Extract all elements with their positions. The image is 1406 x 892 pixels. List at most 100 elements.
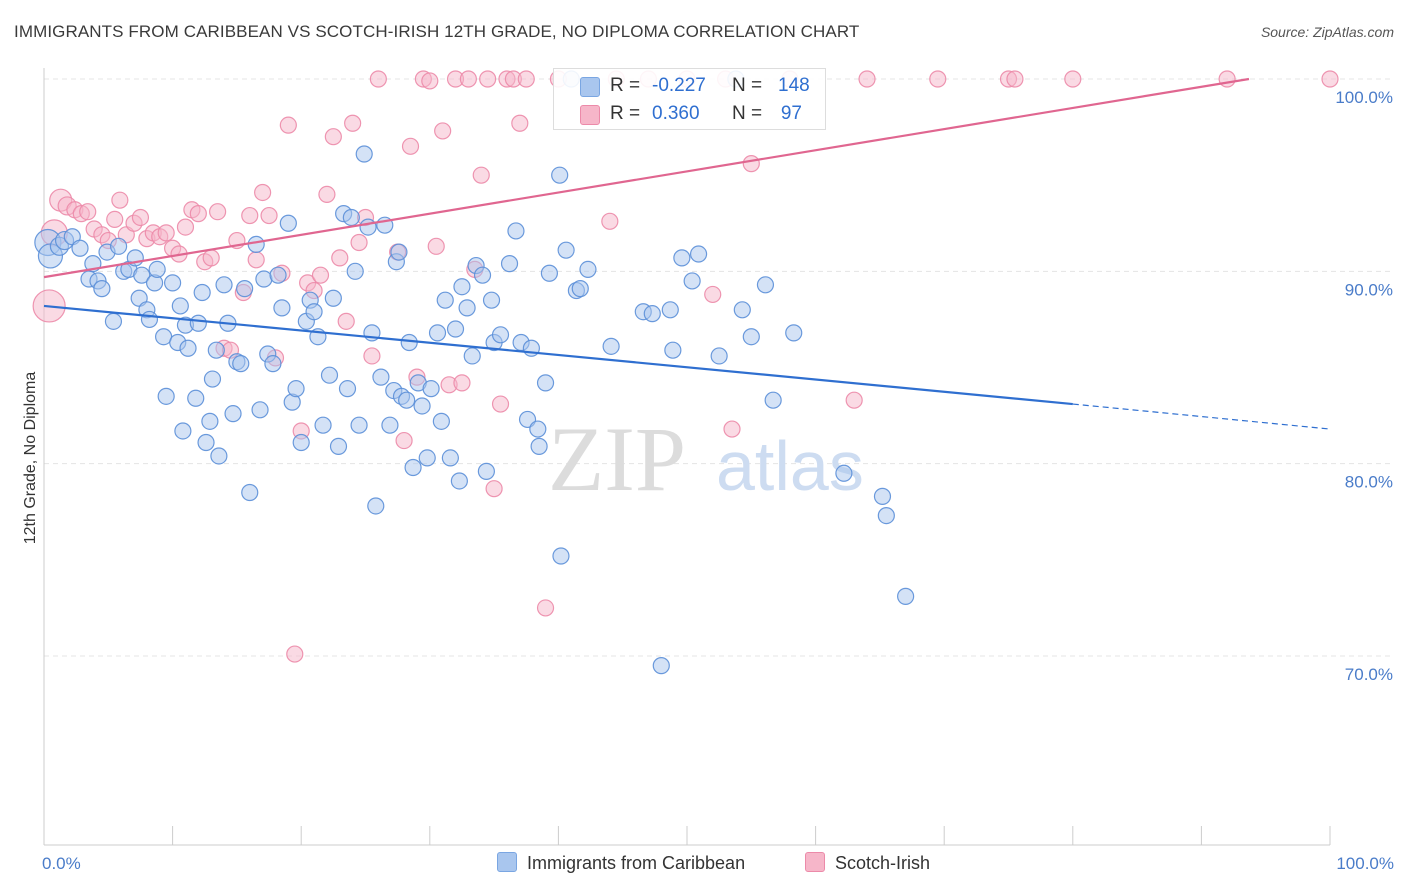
legend-n-label: N = bbox=[732, 75, 763, 96]
point-immigrants-from-caribbean bbox=[314, 416, 332, 434]
point-immigrants-from-caribbean bbox=[287, 380, 305, 398]
point-immigrants-from-caribbean bbox=[324, 289, 342, 307]
legend-n-value: 148 bbox=[778, 75, 810, 96]
point-scotch-irish bbox=[350, 233, 368, 252]
point-scotch-irish bbox=[485, 480, 503, 498]
point-immigrants-from-caribbean bbox=[529, 420, 547, 438]
point-scotch-irish bbox=[723, 420, 741, 438]
point-immigrants-from-caribbean bbox=[602, 337, 620, 355]
point-immigrants-from-caribbean bbox=[207, 341, 225, 359]
point-scotch-irish bbox=[202, 249, 220, 267]
point-immigrants-from-caribbean bbox=[346, 262, 364, 280]
point-scotch-irish bbox=[189, 205, 207, 223]
point-scotch-irish bbox=[176, 218, 195, 236]
point-immigrants-from-caribbean bbox=[359, 218, 377, 236]
legend-r-value: 0.360 bbox=[652, 103, 700, 124]
point-scotch-irish bbox=[845, 391, 863, 409]
x-tick-label: 0.0% bbox=[42, 854, 81, 873]
chart-title: IMMIGRANTS FROM CARIBBEAN VS SCOTCH-IRIS… bbox=[14, 22, 860, 41]
point-immigrants-from-caribbean bbox=[241, 483, 259, 502]
point-immigrants-from-caribbean bbox=[450, 472, 468, 490]
point-immigrants-from-caribbean bbox=[292, 433, 310, 452]
legend-row-scotch-irish: R = 0.360 N = 97 bbox=[554, 99, 825, 129]
point-immigrants-from-caribbean bbox=[664, 341, 682, 359]
point-immigrants-from-caribbean bbox=[552, 547, 570, 565]
point-immigrants-from-caribbean bbox=[540, 264, 558, 282]
point-immigrants-from-caribbean bbox=[133, 266, 151, 284]
watermark-atlas: atlas bbox=[716, 427, 864, 505]
point-immigrants-from-caribbean bbox=[877, 506, 895, 525]
y-tick-label: 100.0% bbox=[1335, 88, 1393, 107]
point-immigrants-from-caribbean bbox=[215, 276, 233, 294]
point-immigrants-from-caribbean bbox=[661, 301, 679, 319]
point-immigrants-from-caribbean bbox=[264, 355, 282, 373]
point-immigrants-from-caribbean bbox=[210, 447, 228, 465]
point-scotch-irish bbox=[241, 206, 259, 225]
point-scotch-irish bbox=[344, 114, 362, 132]
point-scotch-irish bbox=[106, 210, 124, 229]
point-scotch-irish bbox=[517, 70, 535, 88]
point-immigrants-from-caribbean bbox=[453, 278, 471, 296]
legend-row-caribbean: R = -0.227 N = 148 bbox=[554, 71, 825, 101]
point-immigrants-from-caribbean bbox=[224, 405, 242, 423]
point-scotch-irish bbox=[395, 431, 413, 450]
point-immigrants-from-caribbean bbox=[652, 657, 670, 675]
point-scotch-irish bbox=[401, 137, 420, 155]
point-scotch-irish bbox=[601, 212, 619, 230]
point-immigrants-from-caribbean bbox=[536, 374, 555, 392]
point-scotch-irish bbox=[459, 70, 477, 88]
correlation-legend: R = -0.227 N = 148 R = 0.360 N = 97 bbox=[553, 68, 826, 130]
legend-r-label: R = bbox=[610, 103, 641, 124]
point-immigrants-from-caribbean bbox=[93, 280, 111, 298]
point-immigrants-from-caribbean bbox=[742, 328, 760, 346]
point-immigrants-from-caribbean bbox=[764, 391, 782, 409]
point-scotch-irish bbox=[111, 191, 129, 209]
source-label: Source: ZipAtlas.com bbox=[1260, 24, 1394, 40]
point-immigrants-from-caribbean bbox=[404, 458, 422, 477]
point-immigrants-from-caribbean bbox=[756, 276, 775, 294]
point-immigrants-from-caribbean bbox=[482, 291, 501, 309]
legend-swatch-scotch-irish bbox=[580, 105, 600, 125]
point-immigrants-from-caribbean bbox=[255, 270, 273, 288]
point-immigrants-from-caribbean bbox=[473, 266, 492, 284]
point-immigrants-from-caribbean bbox=[897, 587, 915, 605]
point-immigrants-from-caribbean bbox=[320, 366, 339, 384]
point-immigrants-from-caribbean bbox=[873, 487, 892, 505]
point-immigrants-from-caribbean bbox=[785, 324, 803, 342]
point-immigrants-from-caribbean bbox=[71, 239, 89, 257]
point-immigrants-from-caribbean bbox=[251, 401, 269, 419]
point-scotch-irish bbox=[260, 206, 278, 225]
bottom-legend-label-scotch-irish: Scotch-Irish bbox=[835, 853, 931, 873]
point-immigrants-from-caribbean bbox=[835, 464, 853, 482]
data-points bbox=[32, 70, 1339, 675]
point-immigrants-from-caribbean bbox=[579, 260, 597, 279]
point-scotch-irish bbox=[279, 116, 297, 134]
trendline-immigrants-from-caribbean bbox=[43, 304, 1073, 406]
point-immigrants-from-caribbean bbox=[189, 314, 207, 332]
point-immigrants-from-caribbean bbox=[400, 333, 418, 352]
legend-n-label: N = bbox=[732, 103, 763, 124]
point-immigrants-from-caribbean bbox=[232, 355, 250, 373]
point-immigrants-from-caribbean bbox=[463, 347, 481, 365]
point-immigrants-from-caribbean bbox=[279, 214, 297, 232]
point-immigrants-from-caribbean bbox=[171, 297, 189, 315]
point-immigrants-from-caribbean bbox=[197, 433, 215, 452]
legend-n-value: 97 bbox=[780, 103, 802, 124]
point-scotch-irish bbox=[427, 237, 445, 255]
point-immigrants-from-caribbean bbox=[551, 166, 569, 184]
point-immigrants-from-caribbean bbox=[710, 347, 728, 365]
point-scotch-irish bbox=[79, 203, 97, 221]
point-immigrants-from-caribbean bbox=[329, 437, 348, 455]
point-scotch-irish bbox=[929, 70, 947, 88]
point-immigrants-from-caribbean bbox=[381, 416, 399, 434]
bottom-legend-label-caribbean: Immigrants from Caribbean bbox=[527, 853, 746, 873]
point-scotch-irish bbox=[157, 224, 175, 242]
point-immigrants-from-caribbean bbox=[338, 380, 357, 398]
point-immigrants-from-caribbean bbox=[201, 412, 219, 430]
point-immigrants-from-caribbean bbox=[247, 235, 265, 254]
point-immigrants-from-caribbean bbox=[187, 389, 205, 407]
point-immigrants-from-caribbean bbox=[350, 416, 368, 434]
point-immigrants-from-caribbean bbox=[413, 397, 431, 415]
y-tick-label: 70.0% bbox=[1345, 665, 1393, 684]
point-immigrants-from-caribbean bbox=[643, 305, 661, 323]
